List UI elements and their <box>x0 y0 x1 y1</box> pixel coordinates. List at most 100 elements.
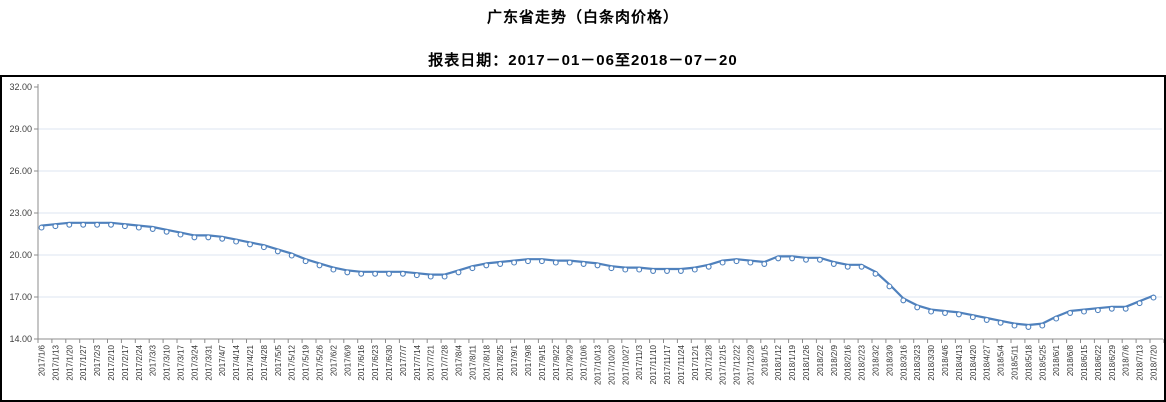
y-tick-label: 14.00 <box>9 334 32 344</box>
data-point-marker <box>983 317 990 323</box>
x-tick-label: 2017/10/20 <box>607 344 616 385</box>
x-tick-label: 2017/12/22 <box>733 344 742 385</box>
data-point-marker <box>914 304 921 311</box>
data-point-marker <box>1025 324 1032 330</box>
x-tick-label: 2017/12/1 <box>691 344 700 380</box>
data-point-marker <box>80 221 87 228</box>
x-tick-label: 2017/8/4 <box>455 344 464 376</box>
data-point-marker <box>858 263 865 270</box>
x-tick-label: 2017/1/6 <box>38 344 47 376</box>
data-point-marker <box>816 256 823 263</box>
data-point-marker <box>844 263 851 270</box>
data-point-marker <box>94 221 101 228</box>
data-point-marker <box>413 272 420 279</box>
x-tick-label: 2017/4/7 <box>218 344 227 376</box>
data-point-marker <box>38 224 45 231</box>
data-point-marker <box>219 235 226 242</box>
y-tick-label: 17.00 <box>9 292 32 302</box>
x-tick-label: 2017/3/31 <box>204 344 213 380</box>
data-point-marker <box>66 221 73 228</box>
x-tick-label: 2018/1/5 <box>760 344 769 376</box>
y-tick-label: 26.00 <box>9 166 32 176</box>
data-point-marker <box>677 268 684 274</box>
x-tick-label: 2017/9/15 <box>538 344 547 380</box>
data-point-marker <box>525 258 531 265</box>
x-tick-label: 2018/7/13 <box>1136 344 1145 380</box>
data-point-marker <box>330 266 337 273</box>
data-point-marker <box>149 226 156 232</box>
data-point-marker <box>121 223 128 230</box>
x-tick-label: 2018/4/27 <box>983 344 992 380</box>
x-tick-label: 2017/2/10 <box>107 344 116 380</box>
data-point-marker <box>775 255 782 262</box>
x-tick-label: 2018/3/2 <box>872 344 881 376</box>
data-point-marker <box>538 258 545 265</box>
data-point-marker <box>344 269 351 276</box>
data-point-marker <box>511 259 518 266</box>
data-point-marker <box>205 234 212 241</box>
x-tick-label: 2017/7/21 <box>427 344 436 380</box>
data-point-marker <box>247 241 253 248</box>
x-tick-label: 2017/6/16 <box>357 344 366 380</box>
data-point-marker <box>719 259 726 266</box>
x-tick-label: 2018/3/16 <box>899 344 908 380</box>
data-point-marker <box>316 262 323 269</box>
y-tick-label: 32.00 <box>9 82 32 92</box>
data-point-marker <box>1053 315 1060 322</box>
x-tick-label: 2018/7/20 <box>1150 344 1159 380</box>
data-point-marker <box>441 273 448 280</box>
x-tick-label: 2017/4/28 <box>260 344 269 380</box>
x-tick-label: 2017/6/23 <box>371 344 380 380</box>
x-tick-label: 2017/12/29 <box>746 344 755 385</box>
x-tick-label: 2017/3/10 <box>163 344 172 380</box>
x-tick-label: 2017/7/14 <box>413 344 422 380</box>
x-tick-label: 2017/3/17 <box>177 344 186 380</box>
data-point-marker <box>1150 294 1157 301</box>
data-point-marker <box>1094 307 1101 314</box>
x-tick-label: 2017/7/28 <box>441 344 450 380</box>
data-point-marker <box>552 259 559 266</box>
data-point-marker <box>1108 305 1115 312</box>
x-tick-label: 2017/6/2 <box>329 344 338 376</box>
x-tick-label: 2017/11/3 <box>635 344 644 380</box>
data-point-marker <box>483 262 490 269</box>
data-point-marker <box>650 268 657 274</box>
data-point-marker <box>928 308 935 315</box>
x-tick-label: 2018/2/2 <box>816 344 825 376</box>
x-tick-label: 2018/1/26 <box>802 344 811 380</box>
x-tick-label: 2017/3/3 <box>149 344 158 376</box>
x-tick-label: 2018/3/23 <box>913 344 922 380</box>
x-tick-label: 2017/1/13 <box>51 344 60 380</box>
data-point-marker <box>469 265 476 272</box>
x-tick-label: 2017/11/10 <box>649 344 658 384</box>
data-point-marker <box>997 319 1004 326</box>
data-point-marker <box>1136 300 1143 307</box>
x-tick-label: 2017/8/18 <box>482 344 491 380</box>
x-tick-label: 2017/2/17 <box>121 344 130 380</box>
x-tick-label: 2017/7/7 <box>399 344 408 376</box>
x-tick-label: 2017/3/24 <box>190 344 199 380</box>
x-tick-label: 2017/5/26 <box>316 344 325 380</box>
report-date-range: 报表日期：2017－01－06至2018－07－20 <box>428 52 738 69</box>
x-tick-label: 2017/9/8 <box>524 344 533 376</box>
x-tick-label: 2017/1/20 <box>65 344 74 380</box>
data-point-marker <box>163 228 170 235</box>
data-point-marker <box>1067 310 1074 316</box>
data-point-marker <box>830 261 837 267</box>
data-point-marker <box>622 266 629 273</box>
data-point-marker <box>191 234 198 241</box>
x-tick-label: 2017/2/24 <box>135 344 144 380</box>
x-tick-label: 2018/6/22 <box>1094 344 1103 380</box>
x-tick-label: 2017/8/11 <box>468 344 477 380</box>
data-point-marker <box>942 310 948 316</box>
x-tick-label: 2017/10/13 <box>594 344 603 385</box>
data-point-marker <box>705 263 712 270</box>
data-point-marker <box>1122 305 1129 312</box>
data-point-marker <box>664 268 670 274</box>
data-point-marker <box>358 270 365 277</box>
x-tick-label: 2018/5/25 <box>1038 344 1047 380</box>
data-point-marker <box>636 266 643 273</box>
x-tick-label: 2017/2/3 <box>93 344 102 376</box>
data-point-marker <box>135 224 142 231</box>
x-tick-label: 2017/5/12 <box>288 344 297 380</box>
